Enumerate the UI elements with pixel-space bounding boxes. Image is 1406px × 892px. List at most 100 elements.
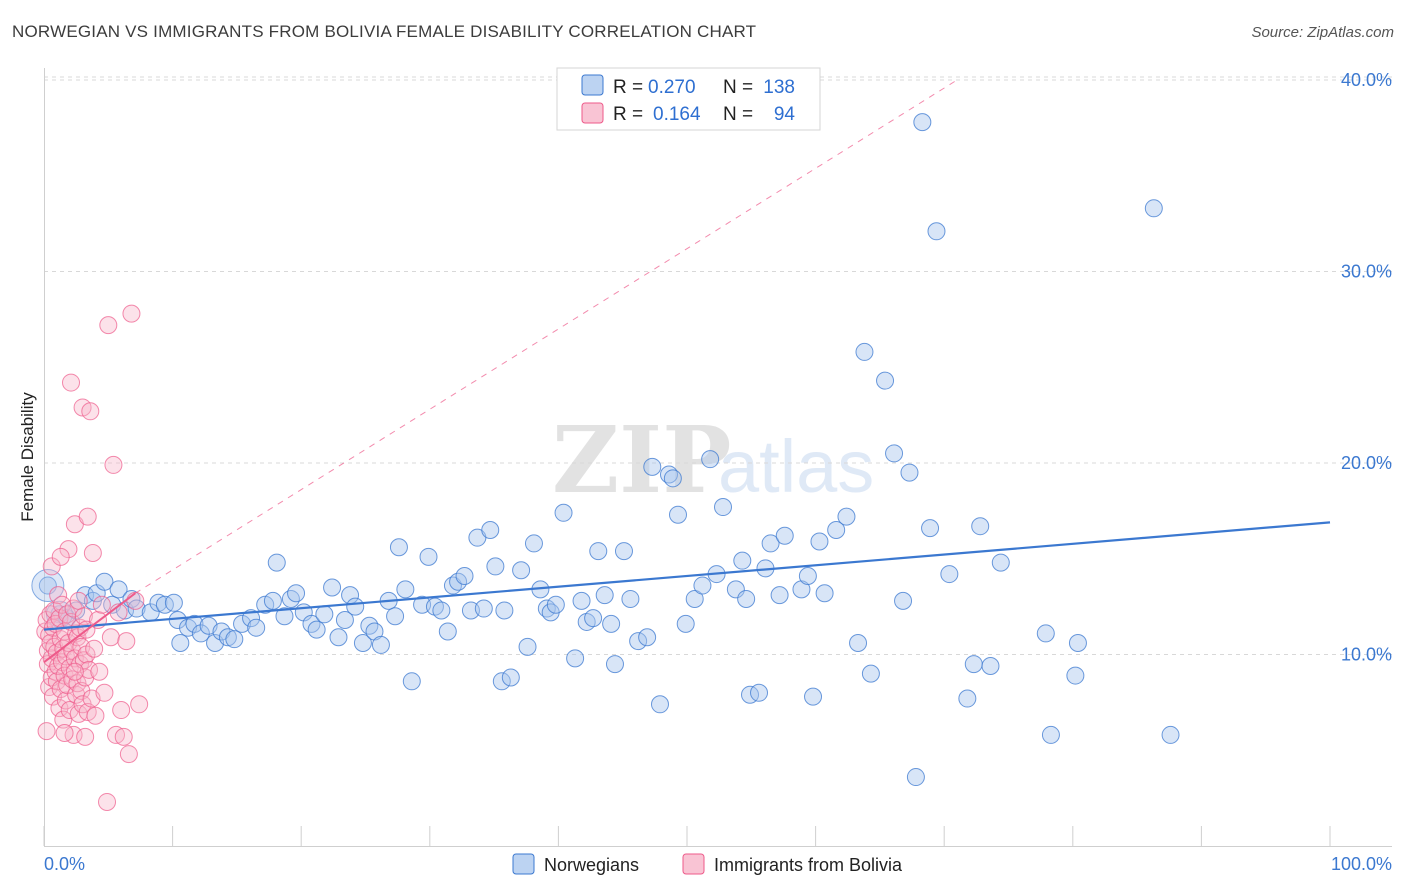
data-point-norwegians (815, 584, 834, 603)
data-point-norwegians (323, 578, 342, 597)
data-point-bolivia (62, 373, 81, 392)
data-point-norwegians (191, 624, 210, 643)
data-point-norwegians (638, 628, 657, 647)
data-point-bolivia (74, 607, 93, 626)
data-point-bolivia (107, 725, 126, 744)
data-point-norwegians (855, 342, 874, 361)
series-legend: Norwegians Immigrants from Bolivia (512, 853, 903, 875)
legend-label-norwegians[interactable]: Norwegians (544, 855, 639, 875)
data-point-norwegians (1161, 725, 1180, 744)
data-point-norwegians (1068, 634, 1087, 653)
data-point-norwegians (621, 589, 640, 608)
data-point-norwegians (614, 542, 633, 561)
y-axis-label: Female Disability (18, 392, 37, 522)
data-point-norwegians (827, 521, 846, 540)
legend-swatch-bolivia[interactable] (682, 853, 705, 875)
data-point-norwegians (149, 593, 168, 612)
data-point-bolivia (65, 649, 84, 668)
series-bolivia-points (36, 304, 149, 811)
data-point-norwegians (894, 591, 913, 610)
data-point-norwegians (518, 637, 537, 656)
data-point-norwegians (964, 655, 983, 674)
trend-lines (43, 79, 1331, 663)
data-point-norwegians (566, 649, 585, 668)
data-point-norwegians (512, 561, 531, 580)
data-point-norwegians (263, 591, 282, 610)
data-point-norwegians (95, 572, 114, 591)
data-point-norwegians (242, 609, 261, 628)
data-point-norwegians (629, 632, 648, 651)
data-point-norwegians (876, 371, 895, 390)
data-point-norwegians (360, 616, 379, 635)
data-point-norwegians (849, 634, 868, 653)
data-point-norwegians (127, 599, 146, 618)
data-point-bolivia (65, 662, 84, 681)
legend-label-bolivia[interactable]: Immigrants from Bolivia (714, 855, 903, 875)
data-point-norwegians (940, 565, 959, 584)
data-point-norwegians (761, 534, 780, 553)
data-point-norwegians (991, 553, 1010, 572)
data-point-norwegians (315, 605, 334, 624)
data-point-norwegians (402, 672, 421, 691)
data-point-norwegians (663, 469, 682, 488)
chart-source: Source: ZipAtlas.com (1251, 24, 1394, 41)
data-point-bolivia (72, 681, 91, 700)
data-point-norwegians (584, 609, 603, 628)
data-point-bolivia (112, 701, 131, 720)
data-point-norwegians (386, 607, 405, 626)
data-point-bolivia (99, 316, 118, 335)
data-point-norwegians (396, 580, 415, 599)
data-point-norwegians (546, 595, 565, 614)
data-point-norwegians (474, 599, 493, 618)
data-point-bolivia (95, 683, 114, 702)
data-point-bolivia (81, 402, 100, 421)
data-point-norwegians (737, 589, 756, 608)
stats-n-label-2: N = (723, 104, 753, 125)
data-point-norwegians (225, 630, 244, 649)
data-point-norwegians (798, 566, 817, 585)
data-point-norwegians (275, 607, 294, 626)
data-point-norwegians (693, 576, 712, 595)
legend-swatch-norwegians[interactable] (512, 853, 535, 875)
stats-legend-swatch-pink (581, 102, 604, 124)
data-point-bolivia (59, 540, 78, 559)
data-point-norwegians (810, 532, 829, 551)
data-point-norwegians (676, 614, 695, 633)
data-point-norwegians (958, 689, 977, 708)
data-point-norwegians (906, 768, 925, 787)
data-point-norwegians (733, 551, 752, 570)
data-point-norwegians-cluster (31, 569, 65, 603)
data-point-bolivia (92, 595, 111, 614)
data-point-norwegians (775, 526, 794, 545)
watermark: ZIP atlas (552, 406, 874, 514)
data-point-norwegians (185, 614, 204, 633)
data-point-norwegians (281, 589, 300, 608)
data-point-norwegians (650, 695, 669, 714)
chart-title: NORWEGIAN VS IMMIGRANTS FROM BOLIVIA FEM… (12, 22, 757, 41)
data-point-norwegians (1144, 199, 1163, 218)
data-point-norwegians (921, 519, 940, 538)
data-point-bolivia (117, 632, 136, 651)
data-point-norwegians (741, 685, 760, 704)
data-point-norwegians (329, 628, 348, 647)
data-point-norwegians (572, 591, 591, 610)
x-axis-ticks (43, 826, 1331, 846)
data-point-norwegians (643, 457, 662, 476)
data-point-norwegians (750, 683, 769, 702)
data-point-norwegians (971, 517, 990, 536)
data-point-norwegians (524, 534, 543, 553)
data-point-bolivia (114, 727, 133, 746)
data-point-norwegians (927, 222, 946, 241)
data-point-norwegians (501, 668, 520, 687)
x-tick-label-min: 0.0% (44, 854, 85, 874)
data-point-norwegians (171, 634, 190, 653)
y-tick-label: 20.0% (1341, 453, 1392, 473)
data-point-bolivia (64, 725, 83, 744)
data-point-norwegians (685, 589, 704, 608)
data-point-norwegians (837, 507, 856, 526)
watermark-atlas: atlas (718, 425, 874, 508)
data-point-norwegians (307, 620, 326, 639)
stats-legend: R = 0.270 N = 138 R = 0.164 N = 94 (556, 67, 821, 131)
data-point-norwegians (481, 521, 500, 540)
data-point-norwegians (804, 687, 823, 706)
